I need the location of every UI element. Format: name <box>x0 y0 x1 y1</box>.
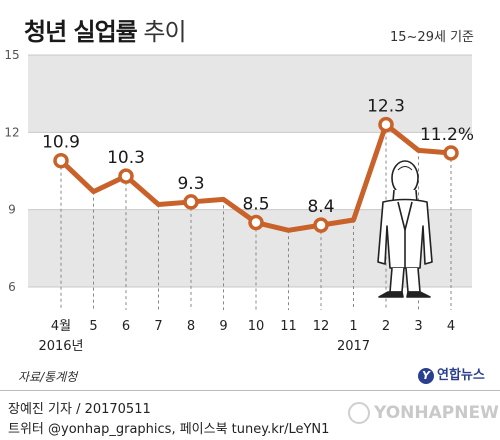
x-tick-label: 6 <box>122 319 130 334</box>
x-year-label: 2016년 <box>38 339 83 354</box>
y-tick-label: 9 <box>8 203 16 217</box>
watermark: YONHAPNEWS <box>348 402 500 424</box>
grid-band <box>28 55 472 133</box>
x-tick-label: 3 <box>414 319 422 334</box>
watermark-icon <box>348 402 370 424</box>
credit-social: 트위터 @yonhap_graphics, 페이스북 tuney.kr/LeYN… <box>8 422 330 437</box>
x-tick-label: 4 <box>447 319 455 334</box>
x-tick-label: 8 <box>187 319 195 334</box>
data-label: 12.3 <box>367 97 405 117</box>
title-bold: 청년 실업률 <box>24 18 138 46</box>
chart-subtitle: 15~29세 기준 <box>390 30 474 45</box>
data-label: 8.5 <box>242 195 269 215</box>
watermark-text: YONHAPNEWS <box>374 403 500 423</box>
data-point <box>378 116 394 133</box>
chart-title: 청년 실업률 추이 <box>24 12 187 47</box>
data-point <box>183 194 199 210</box>
x-tick-label: 11 <box>280 319 297 334</box>
x-tick-label: 1 <box>349 319 357 334</box>
y-tick-label: 12 <box>4 125 19 139</box>
yonhap-logo: Y 연합뉴스 <box>418 364 485 384</box>
x-tick-label: 5 <box>89 319 97 334</box>
yonhap-logo-icon: Y <box>418 368 434 384</box>
footer-divider <box>0 390 500 391</box>
y-tick-label: 6 <box>8 280 16 294</box>
x-tick-label: 10 <box>248 319 265 334</box>
x-tick-label: 2 <box>382 319 390 334</box>
data-label: 11.2% <box>420 125 474 145</box>
title-light: 추이 <box>143 18 186 46</box>
data-label: 8.4 <box>307 197 334 217</box>
data-point <box>313 217 329 233</box>
x-tick-label: 7 <box>154 319 162 334</box>
x-tick-label: 9 <box>219 319 227 334</box>
source-note: 자료/통계청 <box>18 370 78 384</box>
data-label: 9.3 <box>177 174 204 194</box>
logo-text: 연합뉴스 <box>437 368 485 383</box>
x-year-label: 2017 <box>337 339 370 354</box>
data-point <box>53 152 69 169</box>
x-tick-label: 12 <box>313 319 330 334</box>
data-point <box>443 145 459 161</box>
data-point <box>248 214 264 231</box>
data-label: 10.3 <box>107 148 145 168</box>
y-tick-label: 15 <box>4 48 19 62</box>
x-tick-label: 4월 <box>51 319 71 334</box>
data-point <box>118 168 134 184</box>
credit-reporter: 장예진 기자 / 20170511 <box>8 402 151 417</box>
person-illustration <box>377 160 433 298</box>
data-label: 10.9 <box>42 133 80 153</box>
